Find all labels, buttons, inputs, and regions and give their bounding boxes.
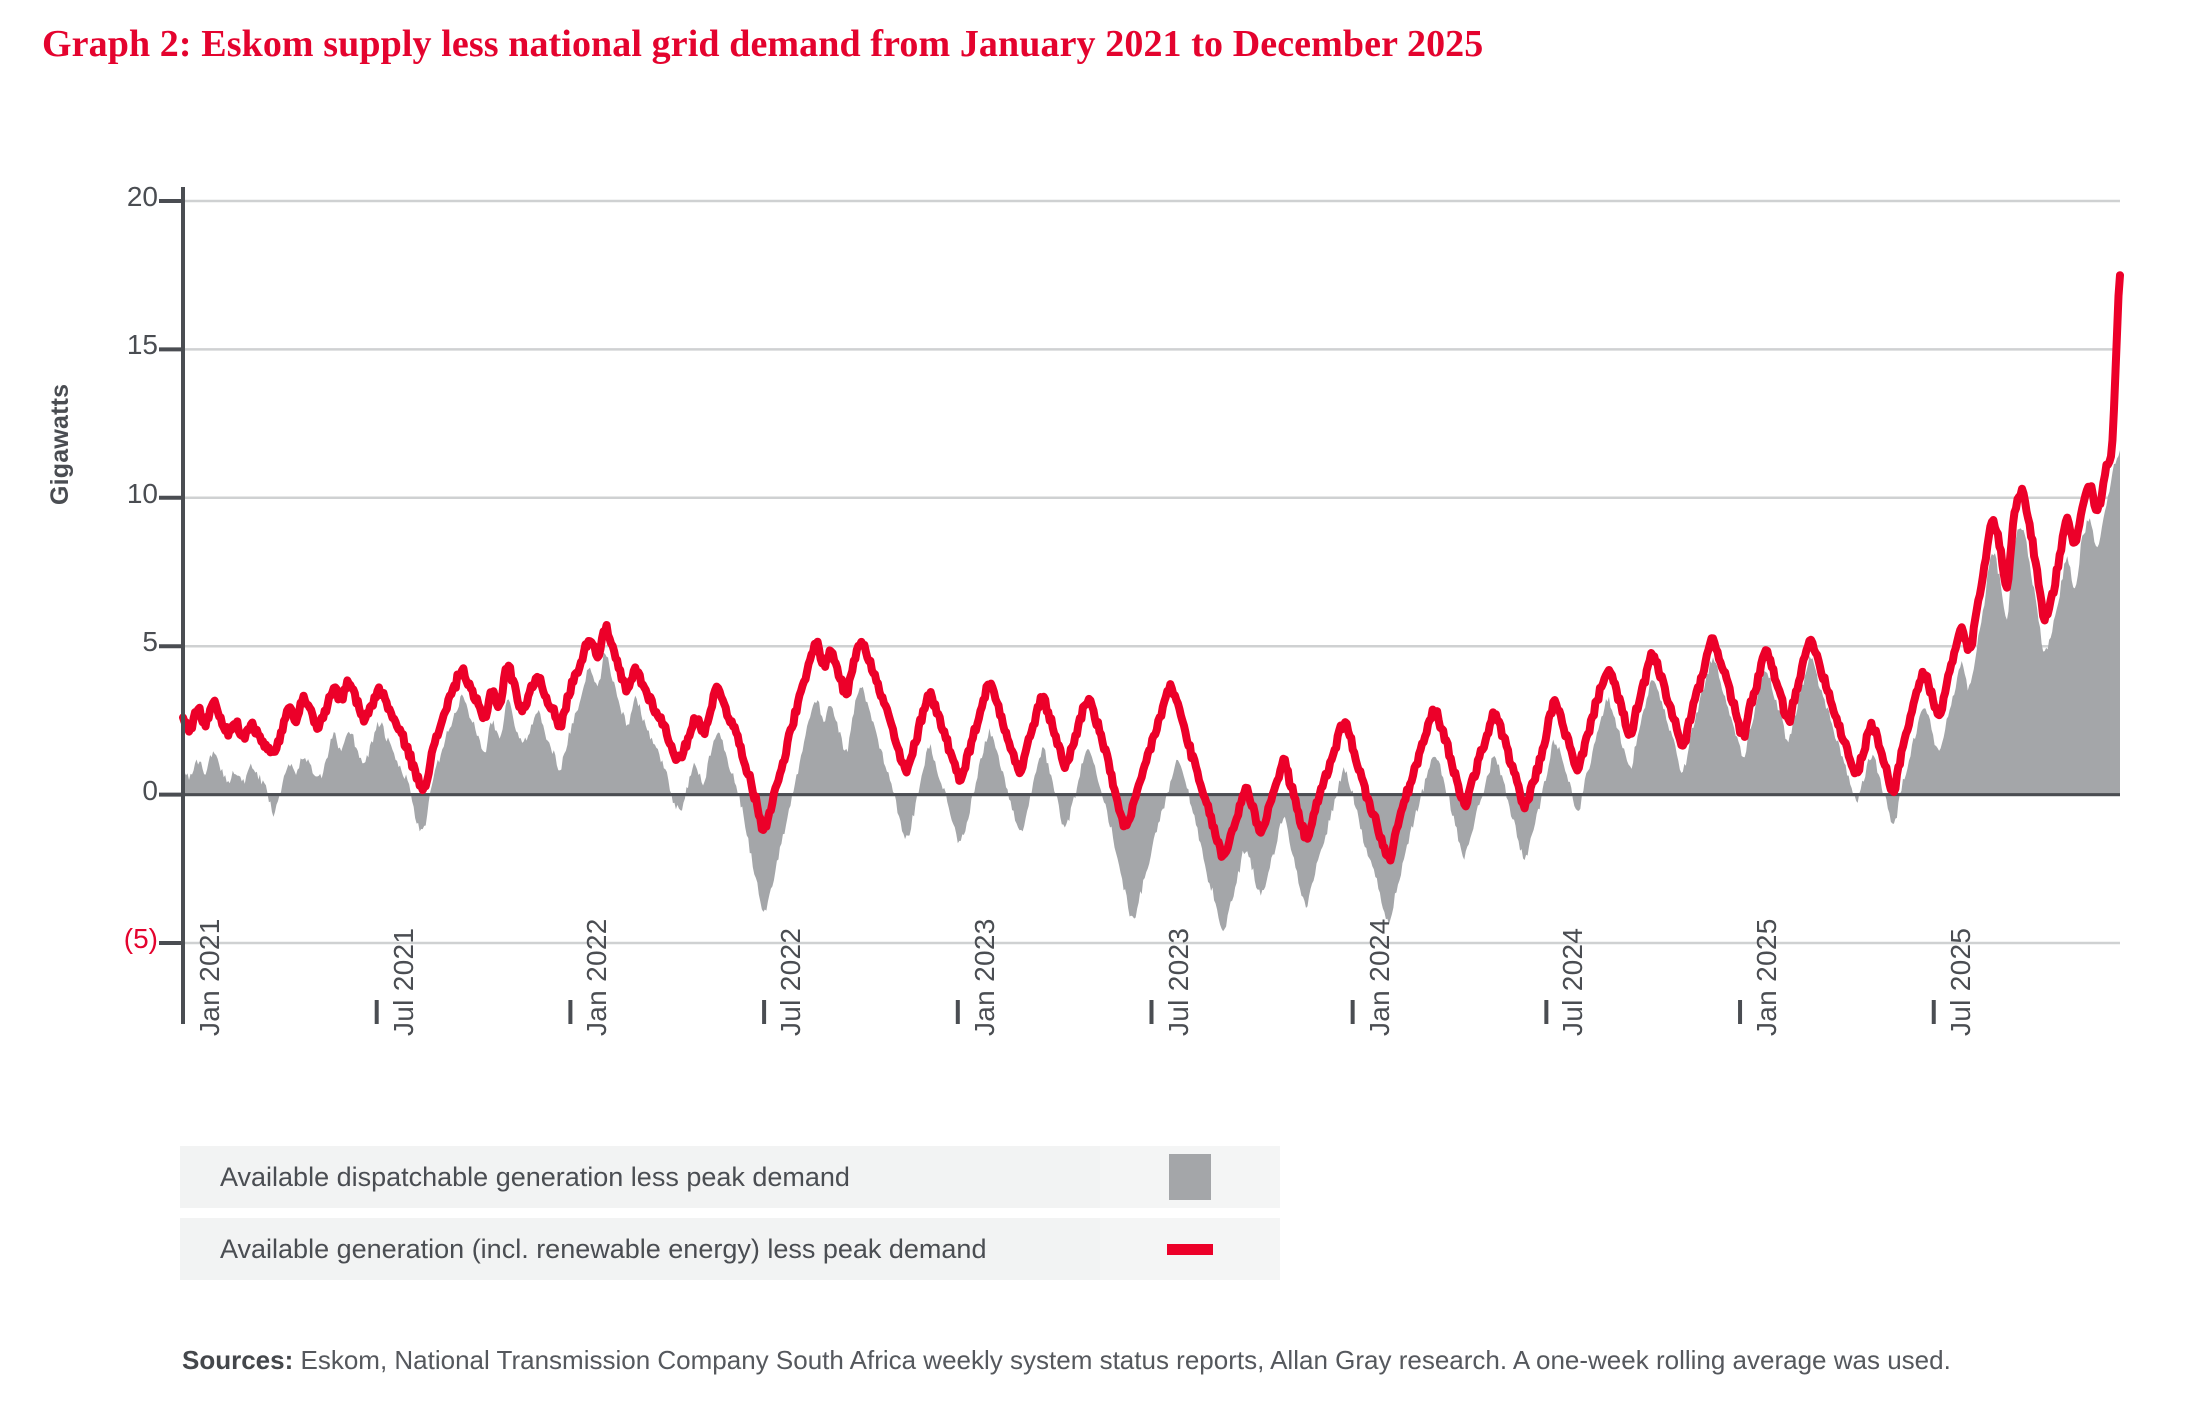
tick-marks [159,199,1936,1024]
y-tick-label: 0 [142,774,158,806]
x-tick-label: Jan 2023 [968,918,1000,1036]
y-tick-label: (5) [123,923,158,954]
x-tick-label: Jul 2023 [1162,927,1194,1036]
y-tick-label: 10 [126,477,158,509]
page-title: Graph 2: Eskom supply less national grid… [42,23,1484,65]
x-tick-label: Jul 2025 [1944,927,1976,1036]
x-tick-label: Jul 2024 [1557,927,1589,1036]
sources-text: Eskom, National Transmission Company Sou… [293,1345,1951,1375]
x-tick-label: Jan 2022 [581,918,613,1036]
legend-label-dispatchable: Available dispatchable generation less p… [180,1146,1100,1208]
x-tick-label: Jan 2025 [1751,918,1783,1036]
x-tick-label: Jul 2022 [775,927,807,1036]
x-tick-label: Jan 2024 [1363,918,1395,1036]
legend-row-total-generation[interactable]: Available generation (incl. renewable en… [180,1218,1320,1280]
y-tick-label: 20 [126,181,158,212]
legend-row-dispatchable[interactable]: Available dispatchable generation less p… [180,1146,1320,1208]
legend-label-total-generation: Available generation (incl. renewable en… [180,1218,1100,1280]
chart-legend: Available dispatchable generation less p… [180,1146,1320,1290]
legend-key-total-generation [1100,1218,1280,1280]
area-fill [183,450,2120,932]
sources-note: Sources: Eskom, National Transmission Co… [182,1345,1951,1376]
sources-prefix: Sources: [182,1345,294,1375]
y-axis-title: Gigawatts [46,383,74,505]
generation-line [179,271,2124,865]
legend-key-dispatchable [1100,1146,1280,1208]
area-swatch-icon [1169,1154,1211,1200]
line-series-total-generation [179,271,2124,865]
x-tick-label: Jul 2021 [387,927,419,1036]
line-swatch-icon [1167,1243,1213,1255]
y-tick-label: 15 [126,329,158,361]
x-tick-label: Jan 2021 [194,918,225,1036]
area-series-dispatchable [183,450,2120,932]
y-tick-label: 5 [142,626,158,658]
